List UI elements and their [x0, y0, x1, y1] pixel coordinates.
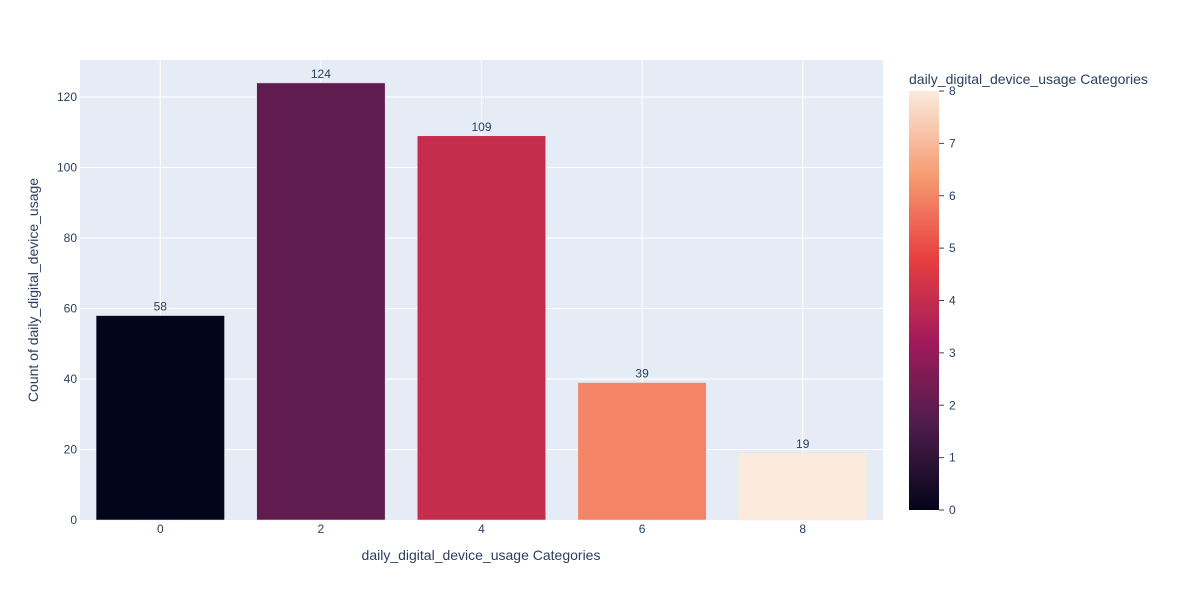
bar-value-label: 109: [471, 120, 491, 134]
bar: [95, 315, 225, 521]
x-tick-label: 6: [639, 522, 646, 536]
bar: [738, 452, 868, 521]
bar: [256, 82, 386, 521]
y-tick-label: 0: [70, 513, 77, 527]
y-tick-label: 60: [64, 302, 78, 316]
y-tick-label: 100: [57, 161, 77, 175]
x-tick-label: 8: [799, 522, 806, 536]
y-tick-label: 20: [64, 443, 78, 457]
colorbar-ticks: 0 1 2 3 4 5 6 7 8: [939, 84, 956, 517]
x-axis-title: daily_digital_device_usage Categories: [362, 547, 601, 563]
x-tick-label: 4: [478, 522, 485, 536]
bars: [95, 82, 868, 521]
colorbar-tick-label: 1: [949, 451, 956, 465]
x-tick-label: 2: [318, 522, 325, 536]
colorbar-tick-label: 8: [949, 84, 956, 98]
y-tick-label: 40: [64, 372, 78, 386]
colorbar-gradient: [909, 91, 939, 510]
colorbar-tick-label: 7: [949, 136, 956, 150]
colorbar-tick-label: 3: [949, 346, 956, 360]
bar-value-label: 124: [311, 67, 331, 81]
y-axis-ticks: 0 20 40 60 80 100 120: [57, 90, 77, 527]
bar: [417, 135, 546, 521]
bar: [577, 382, 707, 521]
y-tick-label: 80: [64, 231, 78, 245]
bar-value-label: 19: [796, 437, 810, 451]
colorbar-tick-label: 6: [949, 189, 956, 203]
x-tick-label: 0: [157, 522, 164, 536]
colorbar-tick-label: 2: [949, 398, 956, 412]
colorbar-tick-label: 5: [949, 241, 956, 255]
colorbar-tick-label: 4: [949, 294, 956, 308]
colorbar-title: daily_digital_device_usage Categories: [909, 71, 1148, 87]
y-axis-title: Count of daily_digital_device_usage: [25, 178, 41, 402]
bar-value-label: 39: [635, 367, 649, 381]
y-tick-label: 120: [57, 90, 77, 104]
data-labels: 58 124 109 39 19: [154, 67, 810, 451]
bar-value-label: 58: [154, 300, 168, 314]
x-axis-ticks: 0 2 4 6 8: [157, 522, 806, 536]
colorbar-tick-label: 0: [949, 503, 956, 517]
colorbar: daily_digital_device_usage Categories 0 1…: [909, 71, 1148, 517]
